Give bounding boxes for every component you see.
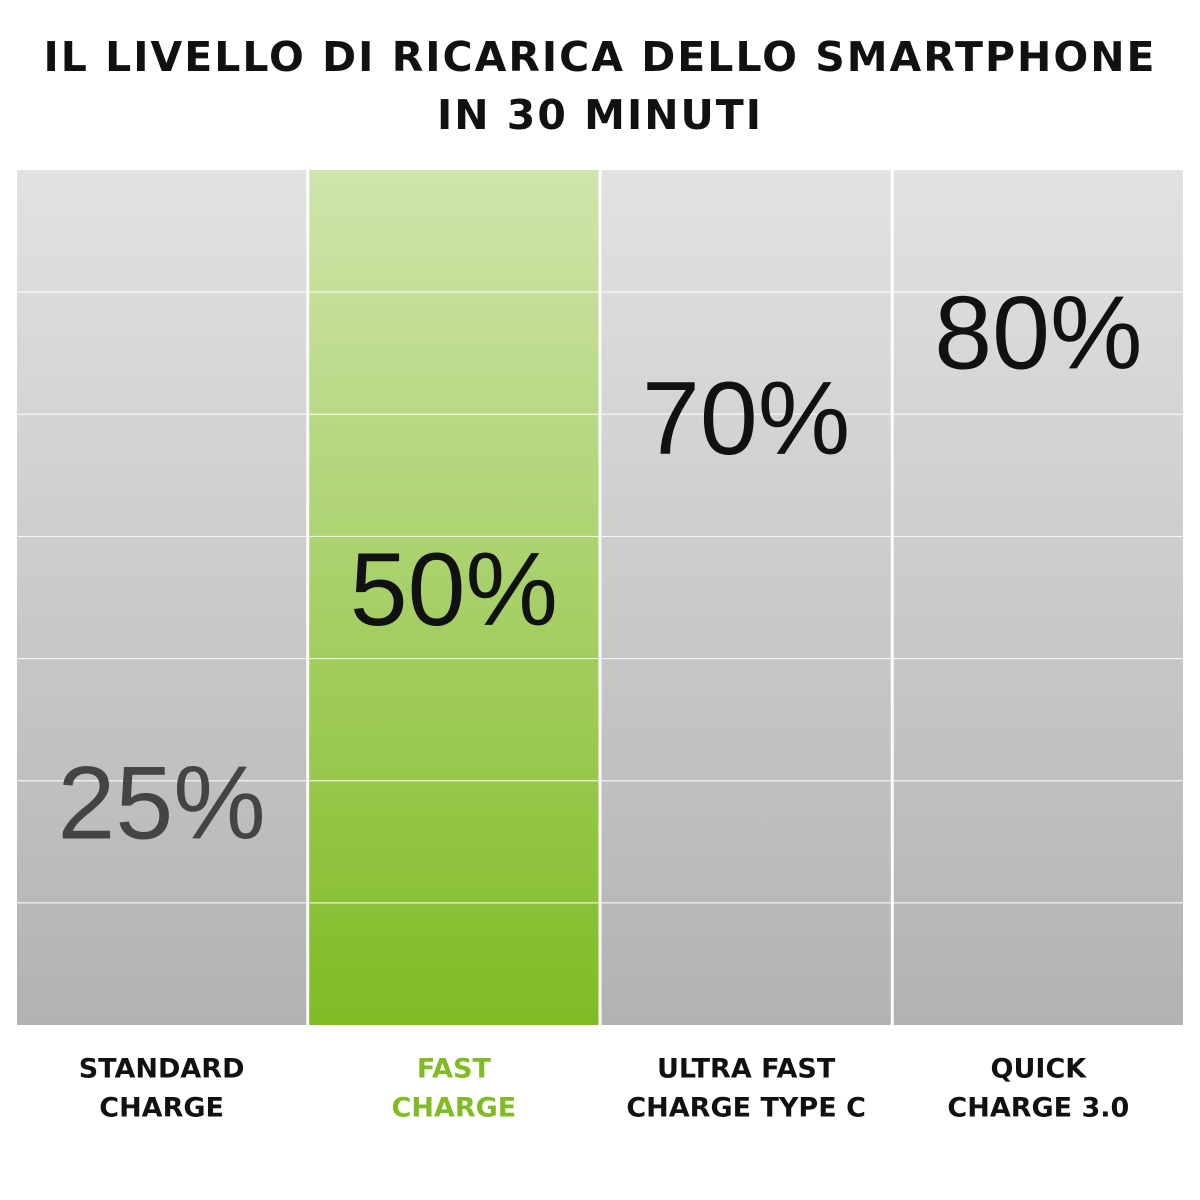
value-label: 50% <box>350 532 558 648</box>
value-label: 70% <box>642 361 850 477</box>
x-tick-label: QUICK <box>991 1054 1088 1085</box>
chart-title: IN 30 MINUTI <box>437 91 763 139</box>
x-tick-label: CHARGE 3.0 <box>947 1093 1129 1124</box>
column <box>17 170 307 1025</box>
column <box>309 170 599 1025</box>
chart-title: IL LIVELLO DI RICARICA DELLO SMARTPHONE <box>43 33 1156 81</box>
column <box>601 170 891 1025</box>
x-tick-label: FAST <box>417 1054 492 1085</box>
value-label: 80% <box>934 275 1142 391</box>
x-tick-label: STANDARD <box>79 1054 245 1085</box>
x-tick-label: CHARGE <box>99 1093 224 1124</box>
x-tick-label: ULTRA FAST <box>657 1054 836 1085</box>
x-tick-label: CHARGE <box>392 1093 517 1124</box>
value-label: 25% <box>58 746 266 862</box>
x-tick-label: CHARGE TYPE C <box>626 1093 866 1124</box>
column <box>893 170 1183 1025</box>
